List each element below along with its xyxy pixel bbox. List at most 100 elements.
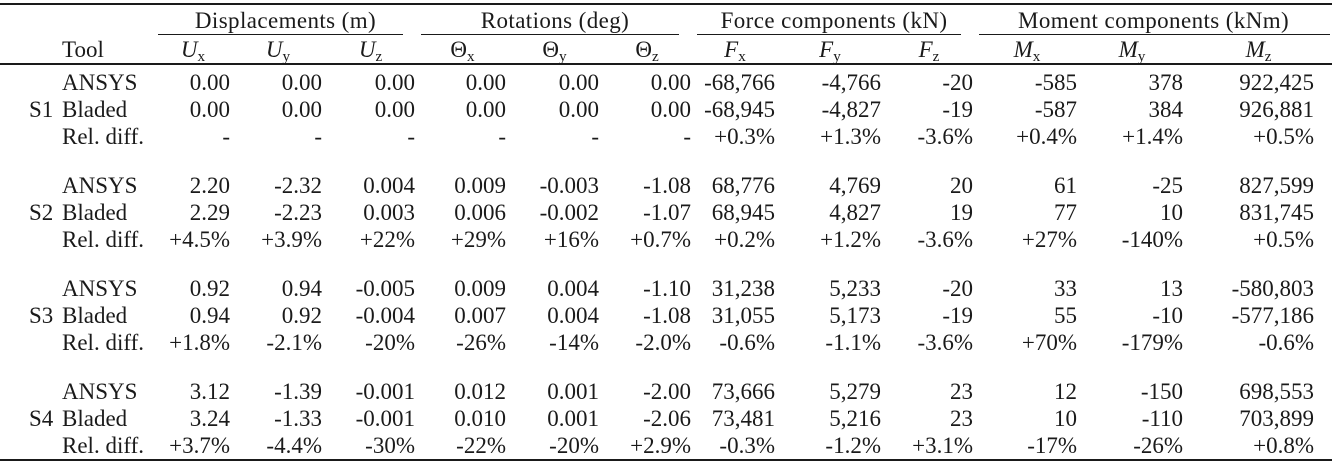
tool-cell: ANSYS <box>62 379 138 404</box>
corner-cell <box>0 35 56 65</box>
value-cell: 0.94 <box>189 303 230 328</box>
table-row-S3-ansys: ANSYS 0.92 0.94 -0.005 0.009 0.004 -1.10 31,238… <box>0 253 1332 302</box>
value-cell: -110 <box>1141 406 1184 431</box>
value-cell: 0.00 <box>650 70 691 95</box>
block-label <box>0 253 56 302</box>
column-header-Θ-z: Θz <box>601 35 693 65</box>
value-cell: -25 <box>1152 173 1184 198</box>
block-S4: ANSYS 3.12 -1.39 -0.001 0.012 0.001 -2.00 73,66… <box>0 356 1332 460</box>
value-cell: -1.07 <box>643 200 691 225</box>
group-header-row: Displacements (m) Rotations (deg) Force … <box>0 4 1332 35</box>
value-cell: +3.7% <box>169 433 230 458</box>
block-label: S3 <box>29 303 54 328</box>
value-cell: 0.00 <box>374 70 415 95</box>
column-header-F-y: Fy <box>777 35 883 65</box>
column-header-Θ-y: Θy <box>508 35 601 65</box>
value-cell: 23 <box>950 406 974 431</box>
symbol-subscript: y <box>282 47 291 65</box>
group-header-forces: Force components (kN) <box>693 4 975 35</box>
value-cell: +0.3% <box>714 124 775 149</box>
value-cell: +0.7% <box>630 227 691 252</box>
value-cell: 0.004 <box>547 303 599 328</box>
value-cell: -2.06 <box>643 406 691 431</box>
block-label: S2 <box>29 200 54 225</box>
tool-column-header: Tool <box>56 35 154 65</box>
value-cell: 68,945 <box>711 200 775 225</box>
table-row-S4-reldiff: Rel. diff. +3.7% -4.4% -30% -22% -20% +2.9% -0.… <box>0 432 1332 460</box>
symbol-subscript: z <box>375 47 383 65</box>
symbol-subscript: y <box>1137 47 1146 65</box>
tool-cell: Bladed <box>62 200 128 225</box>
symbol-base: U <box>265 36 283 62</box>
value-cell: -20 <box>942 276 974 301</box>
value-cell: 0.00 <box>558 70 599 95</box>
value-cell: 3.12 <box>189 379 230 404</box>
value-cell: 0.004 <box>363 173 415 198</box>
value-cell: - <box>222 124 230 149</box>
value-cell: 5,216 <box>829 406 881 431</box>
table-row-S4-ansys: ANSYS 3.12 -1.39 -0.001 0.012 0.001 -2.00 73,66… <box>0 356 1332 405</box>
block-S1: ANSYS 0.00 0.00 0.00 0.00 0.00 0.00 -68,766 -4,7… <box>0 64 1332 150</box>
symbol-base: F <box>918 36 933 62</box>
value-cell: +27% <box>1021 227 1078 252</box>
value-cell: -140% <box>1121 227 1184 252</box>
value-cell: 5,279 <box>829 379 881 404</box>
symbol-subscript: z <box>932 47 940 65</box>
column-header-Θ-x: Θx <box>417 35 508 65</box>
value-cell: +1.4% <box>1122 124 1184 149</box>
column-header-U-z: Uz <box>324 35 417 65</box>
value-cell: +1.2% <box>820 227 881 252</box>
block-label <box>0 356 56 405</box>
value-cell: -0.6% <box>719 330 775 355</box>
value-cell: -587 <box>1034 97 1078 122</box>
value-cell: 68,776 <box>711 173 775 198</box>
column-header-M-z: Mz <box>1185 35 1332 65</box>
symbol-base: U <box>180 36 198 62</box>
table-row-S2-reldiff: Rel. diff. +4.5% +3.9% +22% +29% +16% +0.7% +0.… <box>0 226 1332 253</box>
symbol-base: Θ <box>542 36 560 62</box>
value-cell: 23 <box>950 379 974 404</box>
value-cell: -577,186 <box>1231 303 1315 328</box>
tool-cell: Rel. diff. <box>62 330 144 355</box>
value-cell: -1.1% <box>825 330 881 355</box>
symbol-subscript: x <box>467 47 475 65</box>
block-S2: ANSYS 2.20 -2.32 0.004 0.009 -0.003 -1.08 68,77… <box>0 150 1332 253</box>
group-header-displacements: Displacements (m) <box>154 4 417 35</box>
block-label <box>0 329 56 356</box>
value-cell: 4,827 <box>829 200 881 225</box>
value-cell: -68,766 <box>704 70 775 95</box>
block-label <box>0 226 56 253</box>
value-cell: -20% <box>549 433 599 458</box>
value-cell: -179% <box>1121 330 1184 355</box>
value-cell: -3.6% <box>917 330 974 355</box>
value-cell: 0.00 <box>281 70 322 95</box>
value-cell: -1.08 <box>643 303 691 328</box>
block-label: S4 <box>29 406 54 431</box>
value-cell: +0.2% <box>714 227 775 252</box>
value-cell: 20 <box>950 173 974 198</box>
value-cell: -68,945 <box>704 97 775 122</box>
value-cell: 12 <box>1054 379 1078 404</box>
value-cell: 19 <box>950 200 974 225</box>
value-cell: -26% <box>456 330 506 355</box>
value-cell: 5,173 <box>829 303 881 328</box>
value-cell: 33 <box>1054 276 1078 301</box>
symbol-base: M <box>1118 36 1138 62</box>
value-cell: -0.3% <box>719 433 775 458</box>
value-cell: - <box>498 124 506 149</box>
value-cell: 13 <box>1160 276 1184 301</box>
value-cell: 0.00 <box>189 70 230 95</box>
value-cell: 0.00 <box>281 97 322 122</box>
value-cell: -580,803 <box>1231 276 1315 301</box>
value-cell: -26% <box>1133 433 1184 458</box>
value-cell: 5,233 <box>829 276 881 301</box>
value-cell: -585 <box>1034 70 1078 95</box>
tool-cell: Rel. diff. <box>62 227 144 252</box>
corner-cell <box>0 4 56 35</box>
block-label: S1 <box>29 97 54 122</box>
value-cell: 4,769 <box>829 173 881 198</box>
value-cell: 922,425 <box>1239 70 1315 95</box>
value-cell: 0.012 <box>454 379 506 404</box>
value-cell: 0.006 <box>454 200 506 225</box>
symbol-subscript: z <box>1264 47 1272 65</box>
